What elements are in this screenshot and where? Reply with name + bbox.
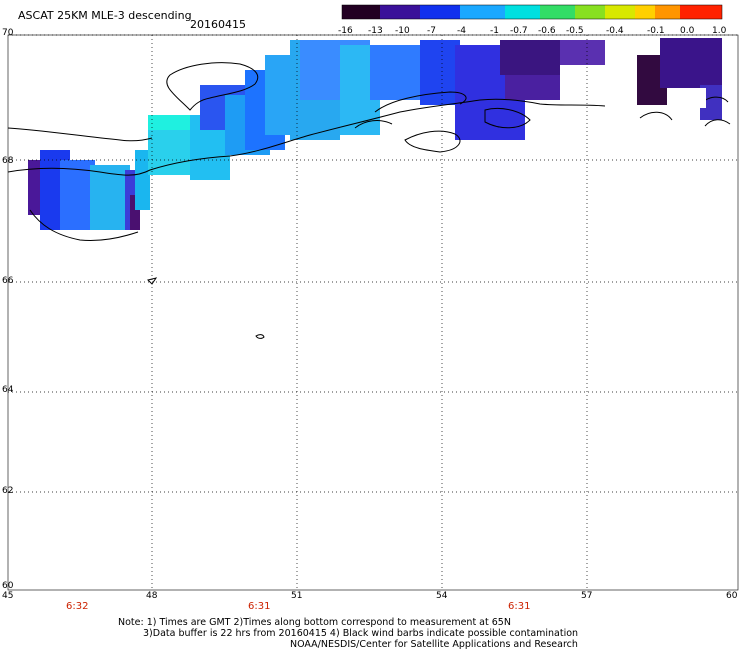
coastline [7, 62, 731, 339]
lon-label: 60 [726, 591, 738, 601]
colorbar-label: -0.7 [510, 26, 528, 36]
colorbar-label: -0.4 [606, 26, 624, 36]
map-title: ASCAT 25KM MLE-3 descending [18, 9, 192, 22]
lon-label: 45 [2, 591, 14, 601]
colorbar-label: 0.0 [680, 26, 695, 36]
colorbar-label: 1.0 [712, 26, 727, 36]
lon-label: 48 [146, 591, 158, 601]
colorbar-label: -0.5 [566, 26, 584, 36]
colorbar-label: -1 [490, 26, 499, 36]
swath-time: 6:32 [66, 601, 89, 612]
colorbar-label: -0.6 [538, 26, 556, 36]
swath-time: 6:31 [508, 601, 531, 612]
lat-label: 70 [2, 28, 14, 38]
note-line-2: 3)Data buffer is 22 hrs from 20160415 4)… [143, 628, 579, 639]
colorbar-label: -16 [338, 26, 353, 36]
lon-label: 51 [291, 591, 303, 601]
colorbar-label: -7 [427, 26, 436, 36]
wind-swath [28, 38, 722, 230]
lat-label: 60 [2, 581, 14, 591]
lat-label: 66 [2, 276, 14, 286]
colorbar-label: -10 [395, 26, 410, 36]
lat-label: 68 [2, 156, 14, 166]
lat-label: 64 [2, 385, 14, 395]
note-line-3: NOAA/NESDIS/Center for Satellite Applica… [290, 639, 578, 650]
colorbar-label: -0.1 [647, 26, 665, 36]
swath-time: 6:31 [248, 601, 271, 612]
lon-label: 57 [581, 591, 593, 601]
map-frame [7, 34, 739, 591]
colorbar-label: -13 [368, 26, 383, 36]
lat-label: 62 [2, 486, 14, 496]
note-line-1: Note: 1) Times are GMT 2)Times along bot… [118, 617, 511, 628]
colorbar [341, 4, 723, 20]
colorbar-label: -4 [457, 26, 466, 36]
map-date: 20160415 [190, 18, 246, 31]
lon-label: 54 [436, 591, 448, 601]
